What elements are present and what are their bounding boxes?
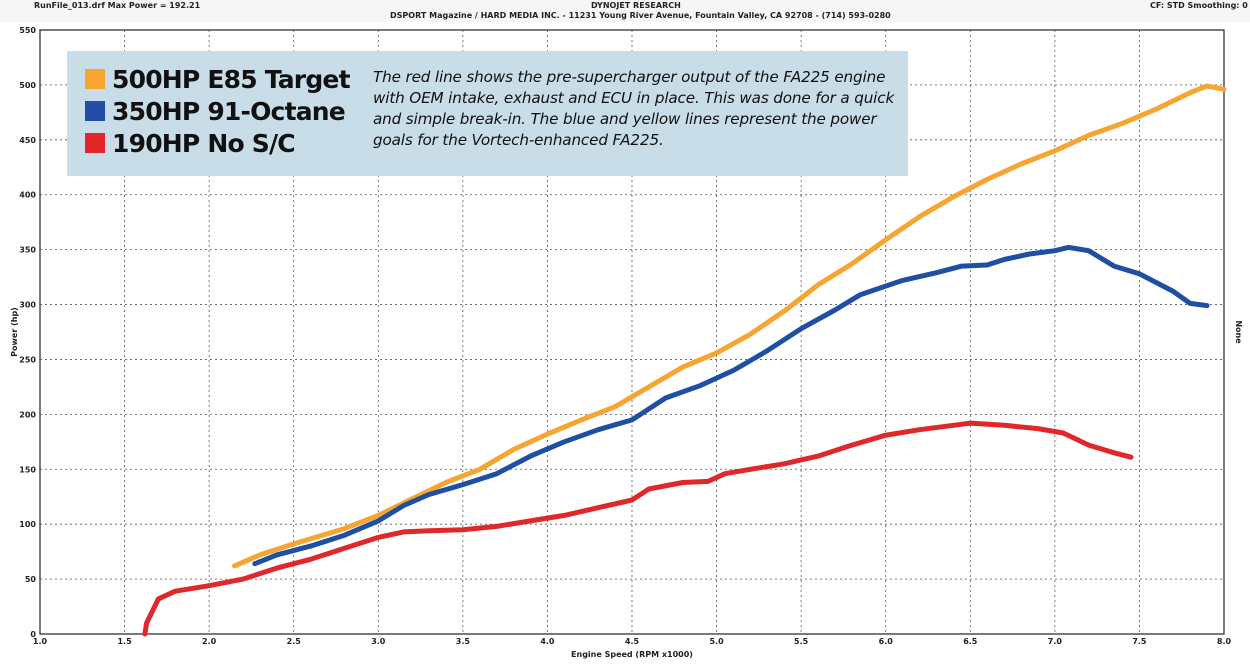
legend-label-91-octane: 350HP 91-Octane — [112, 96, 346, 126]
legend-item-e85: 500HP E85 Target — [85, 64, 351, 94]
y-tick-label: 250 — [19, 355, 36, 364]
y-tick-label: 300 — [19, 301, 36, 310]
company-name: DYNOJET RESEARCH — [591, 1, 681, 10]
y-axis-label: Power (hp) — [10, 307, 19, 357]
legend-panel: 500HP E85 Target 350HP 91-Octane 190HP N… — [67, 51, 908, 176]
legend-label-e85: 500HP E85 Target — [112, 64, 351, 94]
legend-swatch-no-sc — [85, 133, 105, 153]
y-tick-label: 200 — [19, 410, 36, 419]
x-tick-labels: 1.0 1.5 2.0 2.5 3.0 3.5 4.0 4.5 5.0 5.5 6.0 6.5 7.0 7… — [33, 637, 1232, 646]
y-tick-label: 500 — [19, 81, 36, 90]
series-line-1 — [252, 244, 1210, 567]
y-tick-label: 400 — [19, 191, 36, 200]
x-tick-label: 4.0 — [540, 637, 555, 646]
right-axis-label: None — [1234, 320, 1243, 344]
y-tick-label: 450 — [19, 136, 36, 145]
x-tick-label: 8.0 — [1217, 637, 1232, 646]
x-tick-label: 2.0 — [202, 637, 217, 646]
y-tick-label: 100 — [19, 520, 36, 529]
y-tick-labels: 0 50 100 150 200 250 300 350 400 450 500 550 — [19, 26, 36, 639]
x-tick-label: 4.5 — [625, 637, 640, 646]
series-lines — [142, 83, 1227, 637]
x-tick-label: 6.0 — [879, 637, 894, 646]
legend-item-91-octane: 350HP 91-Octane — [85, 96, 346, 126]
x-tick-label: 2.5 — [287, 637, 302, 646]
company-address: DSPORT Magazine / HARD MEDIA INC. - 1123… — [390, 11, 891, 20]
x-tick-label: 5.0 — [709, 637, 724, 646]
file-info: RunFile_013.drf Max Power = 192.21 — [34, 1, 201, 10]
legend-swatch-e85 — [85, 69, 105, 89]
x-tick-label: 1.5 — [117, 637, 132, 646]
x-tick-label: 7.0 — [1048, 637, 1063, 646]
y-tick-label: 350 — [19, 246, 36, 255]
y-tick-label: 150 — [19, 465, 36, 474]
legend-item-no-sc: 190HP No S/C — [85, 128, 296, 158]
y-tick-label: 0 — [30, 630, 36, 639]
x-axis-label: Engine Speed (RPM x1000) — [571, 650, 693, 659]
x-tick-label: 3.5 — [456, 637, 471, 646]
legend-swatch-91-octane — [85, 101, 105, 121]
header-bar: RunFile_013.drf Max Power = 192.21 DYNOJ… — [0, 0, 1250, 22]
x-tick-label: 6.5 — [963, 637, 978, 646]
y-tick-label: 550 — [19, 26, 36, 35]
series-line-0 — [232, 83, 1227, 569]
x-tick-label: 3.0 — [371, 637, 386, 646]
x-tick-label: 5.5 — [794, 637, 809, 646]
x-tick-label: 7.5 — [1132, 637, 1147, 646]
y-tick-label: 50 — [25, 575, 37, 584]
series-line-2 — [142, 420, 1134, 637]
legend-label-no-sc: 190HP No S/C — [112, 128, 296, 158]
legend-caption: The red line shows the pre-supercharger … — [373, 68, 895, 149]
x-tick-label: 1.0 — [33, 637, 48, 646]
dyno-settings: CF: STD Smoothing: 0 — [1150, 1, 1248, 10]
